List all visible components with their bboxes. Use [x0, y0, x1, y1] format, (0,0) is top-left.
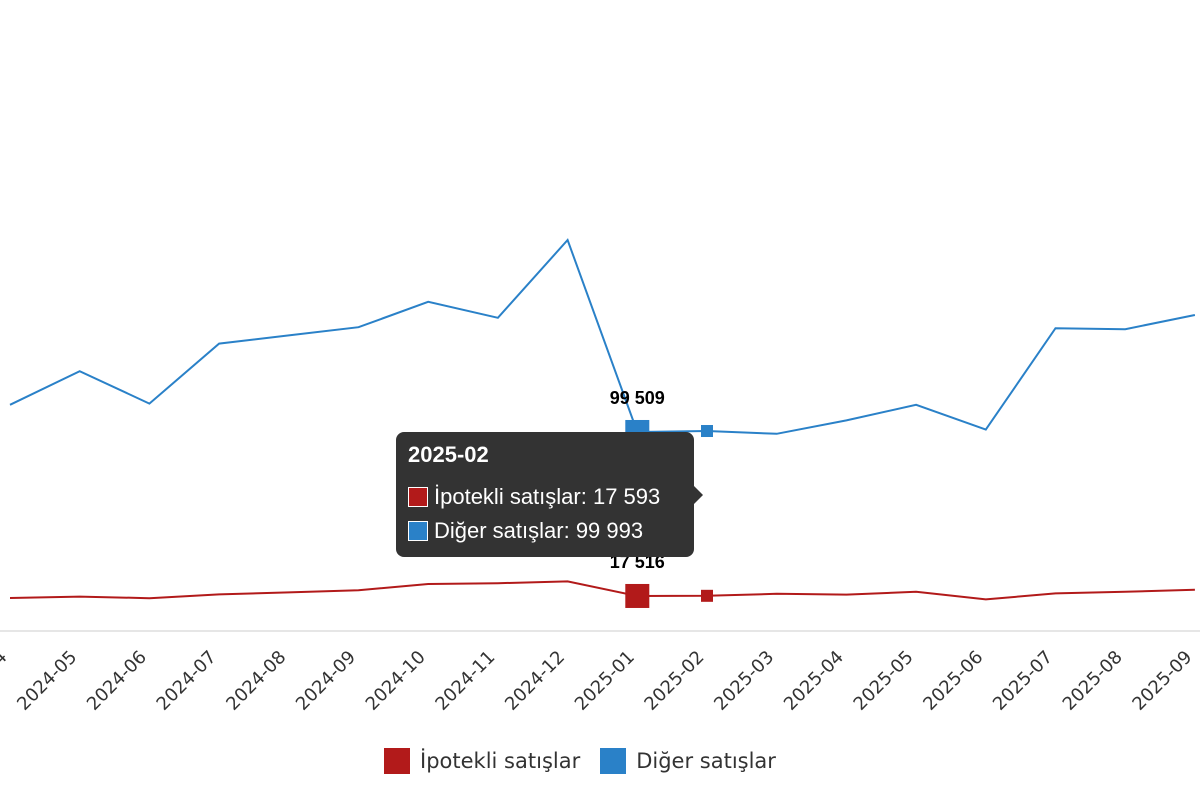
legend-label-ipotekli: İpotekli satışlar — [420, 749, 581, 773]
x-tick-label: 2025-03 — [710, 647, 778, 715]
x-tick-label: 2024-07 — [153, 647, 221, 715]
x-tick-label: 2025-08 — [1059, 647, 1127, 715]
x-tick-label: 2024-12 — [501, 647, 569, 715]
point-marker-hover-0[interactable] — [701, 589, 713, 602]
data-label-1: 99 509 — [610, 388, 665, 408]
x-tick-label: 2024-04 — [0, 647, 12, 715]
point-marker-large-0[interactable] — [625, 583, 650, 608]
point-marker-hover-1[interactable] — [701, 425, 713, 438]
x-tick-label: 2025-02 — [640, 647, 708, 715]
legend-item-diger[interactable]: Diğer satışlar — [600, 748, 776, 774]
legend-label-diger: Diğer satışlar — [636, 749, 776, 773]
tooltip-text-ipotekli: İpotekli satışlar: 17 593 — [434, 484, 661, 509]
series-line-0 — [9, 580, 1195, 601]
x-tick-label: 2025-06 — [919, 647, 987, 715]
tooltip-swatch-diger — [408, 521, 428, 541]
x-tick-label: 2024-08 — [222, 647, 290, 715]
legend-swatch-diger — [600, 748, 627, 774]
chart-legend: İpotekli satışlar Diğer satışlar — [0, 748, 1160, 774]
x-tick-label: 2025-05 — [850, 647, 918, 715]
x-tick-label: 2025-07 — [989, 647, 1057, 715]
x-tick-label: 2025-09 — [1128, 647, 1196, 715]
tooltip-swatch-ipotekli — [408, 487, 428, 507]
legend-swatch-ipotekli — [384, 748, 411, 774]
x-tick-label: 2025-04 — [780, 647, 848, 715]
legend-item-ipotekli[interactable]: İpotekli satışlar — [384, 748, 580, 774]
x-axis-ticks: 2024-04 2024-05 2024-06 2024-07 2024-08 2024-… — [0, 647, 1196, 715]
x-tick-label: 2024-11 — [431, 647, 499, 715]
x-tick-label: 2024-05 — [13, 647, 81, 715]
tooltip-row-ipotekli: İpotekli satışlar: 17 593 — [408, 480, 682, 514]
tooltip-text-diger: Diğer satışlar: 99 993 — [434, 518, 644, 543]
x-tick-label: 2024-09 — [292, 647, 360, 715]
series-line-1 — [9, 238, 1196, 435]
x-tick-label: 2024-10 — [362, 647, 430, 715]
chart-tooltip: 2025-02 İpotekli satışlar: 17 593 Diğer … — [396, 432, 703, 557]
tooltip-title: 2025-02 — [408, 442, 489, 467]
x-tick-label: 2025-01 — [571, 647, 639, 715]
x-tick-label: 2024-06 — [83, 647, 151, 715]
tooltip-row-diger: Diğer satışlar: 99 993 — [408, 514, 682, 548]
